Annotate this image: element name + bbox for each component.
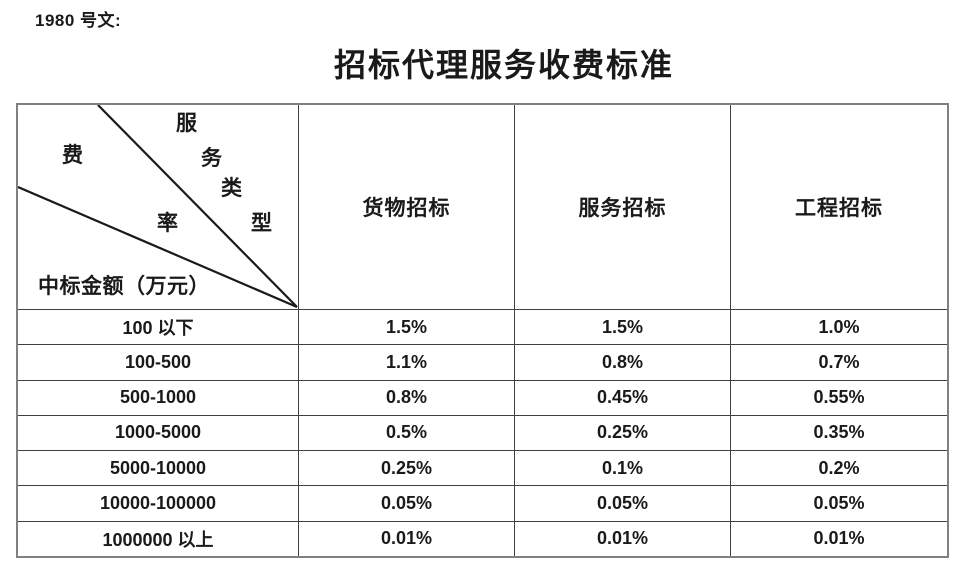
diagonal-lines: [18, 105, 298, 309]
rate-cell: 0.5%: [298, 414, 514, 451]
rate-cell: 0.2%: [730, 450, 947, 486]
corner-service-type-char-4: 型: [251, 211, 272, 235]
rate-cell: 0.05%: [514, 485, 730, 521]
row-label: 100 以下: [18, 309, 298, 344]
row-label: 100-500: [18, 344, 298, 379]
page-title: 招标代理服务收费标准: [333, 47, 674, 83]
column-header-works: 工程招标: [730, 105, 947, 309]
rate-cell: 1.0%: [730, 309, 947, 345]
table-corner-cell: 服 务 类 型 费 率 中标金额（万元）: [18, 105, 298, 309]
rate-cell: 0.05%: [730, 485, 947, 521]
corner-service-type-char-1: 服: [176, 111, 197, 135]
rate-cell: 0.01%: [514, 520, 730, 556]
rate-cell: 0.1%: [514, 450, 730, 486]
row-label: 5000-10000: [18, 450, 298, 485]
rate-cell: 0.8%: [514, 344, 730, 380]
column-header-goods: 货物招标: [298, 105, 514, 309]
rate-cell: 0.55%: [730, 379, 947, 415]
row-label: 500-1000: [18, 379, 298, 415]
rate-cell: 1.5%: [514, 309, 730, 345]
corner-amount-label: 中标金额（万元）: [38, 274, 210, 298]
rate-cell: 0.45%: [514, 379, 730, 415]
rate-cell: 0.25%: [514, 414, 730, 451]
rate-cell: 0.7%: [730, 344, 947, 380]
rate-cell: 0.01%: [730, 520, 947, 556]
rate-cell: 0.05%: [298, 485, 514, 521]
rate-cell: 0.25%: [298, 450, 514, 486]
rate-cell: 0.8%: [298, 379, 514, 415]
doc-number: 1980 号文:: [35, 11, 122, 30]
rate-cell: 1.5%: [298, 309, 514, 345]
rate-cell: 0.35%: [730, 414, 947, 451]
column-header-services: 服务招标: [514, 105, 730, 309]
fee-table: 服 务 类 型 费 率 中标金额（万元） 货物招标 服务招标 工程招标 100 …: [16, 103, 949, 558]
rate-cell: 0.01%: [298, 520, 514, 556]
row-label: 1000000 以上: [18, 520, 298, 556]
rate-cell: 1.1%: [298, 344, 514, 380]
corner-service-type-char-3: 类: [221, 176, 242, 200]
corner-service-type-char-2: 务: [201, 146, 222, 170]
row-label: 10000-100000: [18, 485, 298, 520]
corner-fee-rate-char-1: 费: [62, 143, 83, 167]
corner-fee-rate-char-2: 率: [157, 211, 178, 235]
row-label: 1000-5000: [18, 414, 298, 450]
